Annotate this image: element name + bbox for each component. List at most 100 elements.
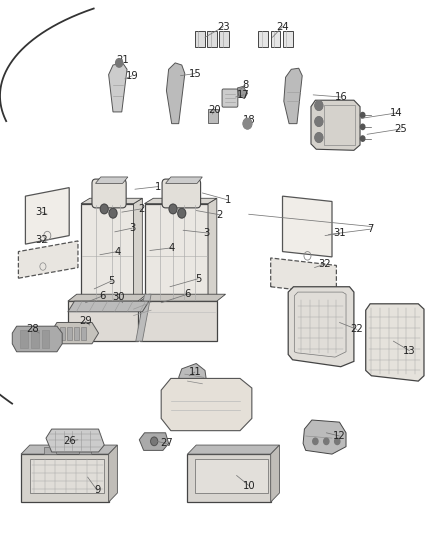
Polygon shape	[271, 258, 336, 294]
Text: 2: 2	[217, 210, 223, 220]
Text: 6: 6	[100, 291, 106, 301]
Polygon shape	[303, 420, 346, 454]
Text: 26: 26	[63, 437, 76, 446]
Text: 29: 29	[79, 317, 92, 326]
Circle shape	[315, 133, 323, 142]
Text: 18: 18	[243, 116, 255, 125]
Circle shape	[116, 59, 123, 67]
Polygon shape	[187, 454, 271, 502]
Circle shape	[109, 208, 117, 218]
Bar	[20, 330, 28, 348]
Polygon shape	[79, 447, 91, 454]
Polygon shape	[21, 445, 117, 454]
Text: 8: 8	[242, 80, 248, 90]
Bar	[195, 31, 205, 47]
Bar	[207, 31, 217, 47]
Bar	[271, 31, 280, 47]
Circle shape	[315, 101, 323, 110]
Text: 4: 4	[114, 247, 120, 256]
Text: 5: 5	[195, 274, 201, 284]
Bar	[219, 31, 229, 47]
Text: 32: 32	[35, 235, 48, 245]
Text: 23: 23	[217, 22, 230, 31]
Text: 15: 15	[188, 69, 201, 78]
Circle shape	[243, 118, 252, 129]
FancyBboxPatch shape	[92, 179, 126, 208]
Polygon shape	[30, 459, 104, 493]
Polygon shape	[166, 177, 202, 183]
Text: 4: 4	[169, 243, 175, 253]
Text: 12: 12	[333, 431, 346, 441]
Text: 31: 31	[333, 229, 346, 238]
Polygon shape	[311, 100, 360, 150]
Polygon shape	[68, 301, 149, 312]
Text: 3: 3	[129, 223, 135, 233]
Polygon shape	[179, 364, 207, 388]
Polygon shape	[68, 294, 147, 301]
Text: 24: 24	[276, 22, 289, 31]
Polygon shape	[140, 301, 217, 341]
Polygon shape	[44, 447, 56, 454]
Circle shape	[324, 438, 329, 445]
Polygon shape	[208, 198, 217, 301]
Polygon shape	[166, 63, 185, 124]
Polygon shape	[50, 322, 99, 344]
Text: 30: 30	[112, 293, 124, 302]
Polygon shape	[283, 196, 332, 257]
Text: 28: 28	[27, 325, 39, 334]
Text: 27: 27	[160, 439, 173, 448]
Polygon shape	[109, 63, 127, 112]
Bar	[60, 327, 65, 340]
Text: 9: 9	[94, 486, 100, 495]
Bar	[67, 327, 72, 340]
Text: 32: 32	[318, 260, 330, 269]
Polygon shape	[161, 378, 252, 431]
Text: 1: 1	[155, 182, 162, 191]
Circle shape	[360, 124, 365, 130]
Bar	[283, 31, 293, 47]
Polygon shape	[271, 445, 279, 502]
Circle shape	[360, 112, 365, 118]
Polygon shape	[81, 198, 142, 204]
Circle shape	[313, 438, 318, 445]
Text: 16: 16	[334, 92, 347, 102]
Text: 13: 13	[403, 346, 416, 356]
Bar	[74, 327, 79, 340]
Bar	[42, 330, 49, 348]
Polygon shape	[288, 287, 354, 367]
Text: 14: 14	[390, 108, 403, 118]
Polygon shape	[12, 326, 62, 352]
Polygon shape	[139, 433, 169, 450]
Circle shape	[100, 204, 108, 214]
Text: 19: 19	[126, 71, 139, 80]
Polygon shape	[195, 459, 268, 493]
Polygon shape	[187, 445, 279, 454]
Circle shape	[360, 136, 365, 141]
Bar	[324, 105, 355, 145]
Polygon shape	[81, 204, 134, 301]
Text: 22: 22	[350, 325, 364, 334]
Text: 25: 25	[394, 124, 407, 134]
Text: 11: 11	[188, 367, 201, 377]
Polygon shape	[134, 198, 142, 301]
Text: 10: 10	[244, 481, 256, 491]
Circle shape	[335, 438, 340, 445]
Polygon shape	[95, 177, 128, 183]
Polygon shape	[68, 301, 138, 341]
Circle shape	[169, 204, 177, 214]
Text: 5: 5	[109, 276, 115, 286]
FancyBboxPatch shape	[222, 89, 238, 107]
Polygon shape	[140, 294, 226, 301]
Text: 31: 31	[35, 207, 48, 217]
Circle shape	[178, 208, 186, 218]
Circle shape	[315, 117, 323, 126]
Bar	[81, 327, 86, 340]
Polygon shape	[366, 304, 424, 381]
Text: 21: 21	[116, 55, 129, 64]
Polygon shape	[46, 429, 104, 452]
Text: 17: 17	[237, 90, 250, 100]
Text: 6: 6	[184, 289, 191, 299]
Polygon shape	[21, 454, 109, 502]
Text: 1: 1	[225, 195, 231, 205]
Polygon shape	[284, 68, 302, 124]
